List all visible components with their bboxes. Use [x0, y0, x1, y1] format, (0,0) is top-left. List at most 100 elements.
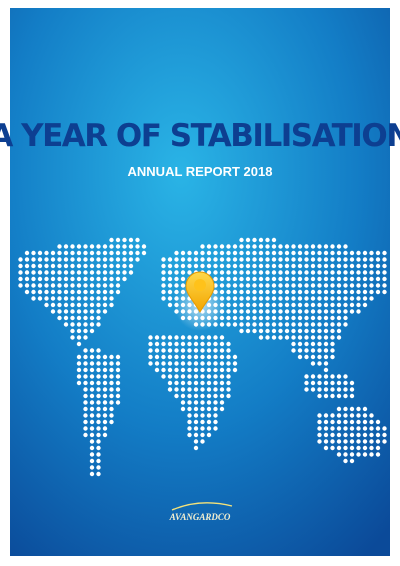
map-dot: [115, 250, 121, 256]
map-dot: [291, 257, 296, 262]
map-dot: [356, 257, 361, 262]
map-dot: [109, 296, 114, 301]
map-dot: [161, 263, 166, 269]
map-dot: [213, 380, 218, 386]
map-dot: [284, 283, 290, 288]
map-dot: [109, 387, 114, 392]
map-dot: [89, 361, 95, 366]
map-dot: [343, 374, 348, 379]
map-dot: [76, 276, 82, 282]
map-dot: [213, 341, 218, 347]
map-dot: [115, 354, 121, 360]
map-dot: [343, 445, 348, 451]
map-dot: [265, 283, 270, 288]
map-dot: [245, 244, 251, 249]
map-dot: [369, 426, 374, 431]
map-dot: [310, 257, 316, 262]
map-dot: [336, 432, 342, 438]
map-dot: [362, 432, 368, 438]
world-map: [18, 237, 387, 477]
map-dot: [83, 367, 88, 373]
map-dot: [284, 250, 290, 256]
map-dot: [252, 296, 257, 301]
map-dot: [89, 270, 95, 275]
map-dot: [109, 276, 114, 282]
map-dot: [369, 283, 374, 288]
map-dot: [317, 315, 322, 321]
map-dot: [252, 237, 257, 243]
map-dot: [239, 270, 244, 275]
map-dot: [180, 367, 186, 373]
map-dot: [187, 367, 192, 373]
map-dot: [174, 263, 179, 269]
map-dot: [83, 283, 88, 288]
map-dot: [219, 335, 225, 340]
map-dot: [265, 270, 270, 275]
map-dot: [187, 374, 192, 379]
map-dot: [174, 335, 179, 340]
map-dot: [213, 270, 218, 275]
map-dot: [323, 380, 329, 386]
map-dot: [83, 426, 88, 431]
map-dot: [180, 354, 186, 360]
map-dot: [369, 289, 374, 295]
map-dot: [304, 257, 309, 262]
map-dot: [109, 257, 114, 262]
map-dot: [323, 387, 329, 392]
map-dot: [115, 270, 121, 275]
map-dot: [115, 289, 121, 295]
map-dot: [102, 257, 108, 262]
map-dot: [57, 283, 62, 288]
map-dot: [96, 322, 101, 327]
map-dot: [89, 309, 95, 314]
map-dot: [375, 439, 381, 444]
map-dot: [193, 250, 199, 256]
map-dot: [336, 315, 342, 321]
map-dot: [154, 348, 160, 353]
map-dot: [37, 276, 43, 282]
map-dot: [245, 296, 251, 301]
map-dot: [343, 296, 348, 301]
map-dot: [271, 250, 277, 256]
map-dot: [375, 419, 381, 425]
map-dot: [304, 302, 309, 308]
map-dot: [102, 387, 108, 392]
map-dot: [102, 406, 108, 412]
map-dot: [349, 445, 355, 451]
map-dot: [63, 263, 69, 269]
map-dot: [278, 270, 283, 275]
map-dot: [115, 367, 121, 373]
map-dot: [180, 380, 186, 386]
map-dot: [206, 393, 212, 399]
map-dot: [343, 309, 348, 314]
map-dot: [57, 257, 62, 262]
map-dot: [343, 426, 348, 431]
map-dot: [161, 361, 166, 366]
map-dot: [317, 302, 322, 308]
map-dot: [304, 250, 309, 256]
map-dot: [343, 263, 348, 269]
map-dot: [213, 406, 218, 412]
map-dot: [330, 296, 335, 301]
map-dot: [369, 257, 374, 262]
map-dot: [193, 406, 199, 412]
map-dot: [148, 354, 153, 360]
map-dot: [271, 315, 277, 321]
map-dot: [128, 237, 134, 243]
map-dot: [336, 374, 342, 379]
map-dot: [310, 387, 316, 392]
map-dot: [102, 289, 108, 295]
map-dot: [161, 257, 166, 262]
map-dot: [187, 270, 192, 275]
map-dot: [330, 302, 335, 308]
map-dot: [226, 393, 231, 399]
map-dot: [232, 296, 238, 301]
map-dot: [330, 328, 335, 334]
map-dot: [330, 289, 335, 295]
map-dot: [317, 335, 322, 340]
map-dot: [24, 270, 30, 275]
map-dot: [349, 250, 355, 256]
map-dot: [83, 263, 88, 269]
map-dot: [323, 361, 329, 366]
map-dot: [349, 283, 355, 288]
